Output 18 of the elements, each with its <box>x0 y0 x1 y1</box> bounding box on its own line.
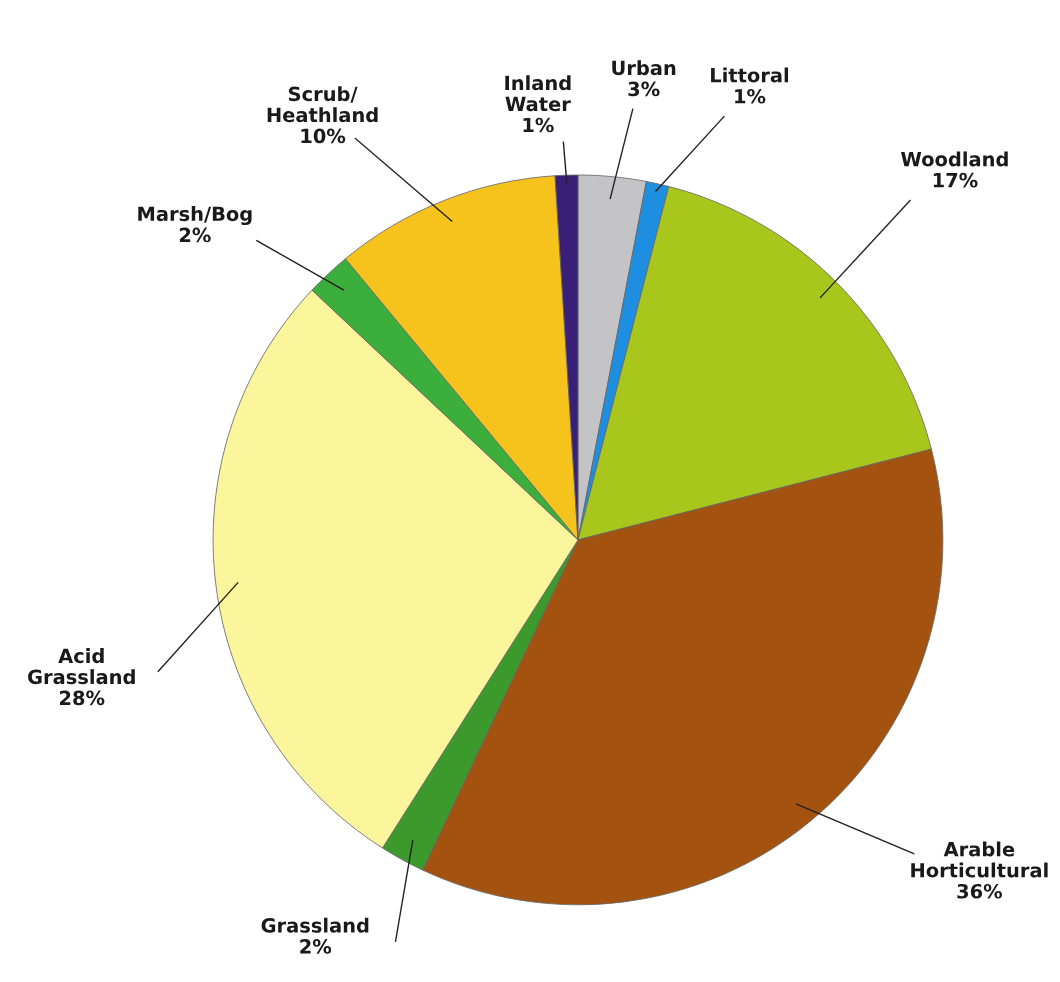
data-label: 10% <box>301 128 346 144</box>
slice-label: Marsh/Bog <box>138 206 252 226</box>
slice-label: Arable Horticultural <box>911 841 1048 878</box>
data-label: 3% <box>628 81 660 97</box>
slice-label: Littoral <box>711 67 789 83</box>
slice-label: Urban <box>612 60 676 76</box>
data-label: 17% <box>933 172 978 188</box>
data-label: 36% <box>957 883 1003 899</box>
slice-label: Scrub/ Heathland <box>267 86 378 123</box>
slice-label: Inland Water <box>505 75 571 112</box>
slice-label: Woodland <box>901 151 1008 167</box>
slice-label: Grassland <box>261 917 369 933</box>
data-label: 28% <box>60 690 105 706</box>
data-label: 2% <box>300 939 332 954</box>
data-label: 1% <box>735 88 766 104</box>
slice-label: Acid Grassland <box>28 648 135 685</box>
data-label: 1% <box>523 117 554 133</box>
data-label: 2% <box>179 227 211 243</box>
